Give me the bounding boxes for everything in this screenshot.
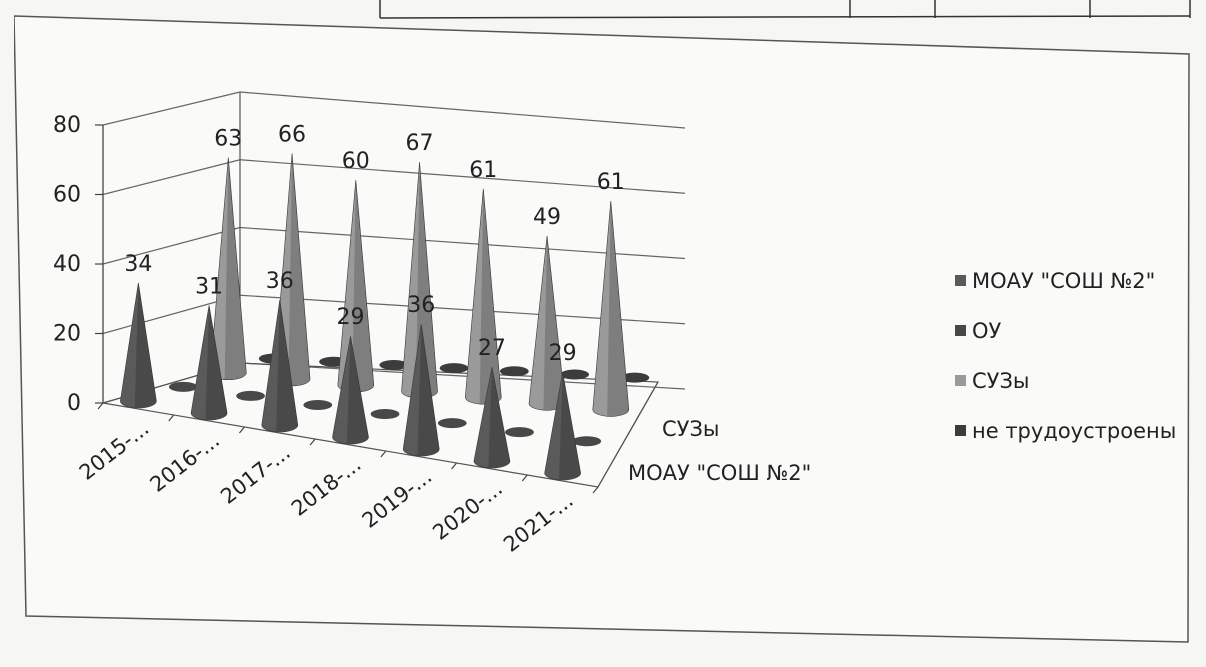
cone-mark bbox=[437, 418, 467, 429]
cone-shade bbox=[346, 336, 369, 444]
data-label: 67 bbox=[406, 131, 434, 156]
cone-mark bbox=[379, 359, 409, 370]
cone-mark bbox=[560, 369, 590, 380]
cone-mark bbox=[499, 366, 529, 377]
y-tick-label: 60 bbox=[53, 183, 81, 208]
side-gridline bbox=[102, 91, 241, 126]
data-label: 49 bbox=[533, 205, 561, 230]
legend-item: не трудоустроены bbox=[955, 418, 1176, 443]
x-tick bbox=[238, 426, 245, 434]
cone-mark bbox=[620, 372, 650, 383]
back-gridline bbox=[239, 226, 686, 260]
cone-mark bbox=[236, 390, 265, 401]
data-label: 66 bbox=[278, 122, 306, 147]
data-label: 31 bbox=[195, 274, 223, 299]
cone-mark bbox=[190, 305, 228, 421]
cone-mark bbox=[261, 299, 299, 433]
legend-swatch bbox=[955, 375, 966, 386]
legend-item: МОАУ "СОШ №2" bbox=[955, 268, 1176, 293]
x-tick-label: 2015-... bbox=[75, 416, 154, 485]
y-tick-label: 20 bbox=[53, 322, 81, 347]
cone-mark bbox=[473, 367, 511, 469]
cone-shade bbox=[607, 201, 629, 416]
x-tick bbox=[380, 450, 387, 458]
legend-label: не трудоустроены bbox=[972, 418, 1177, 443]
legend-swatch bbox=[955, 275, 966, 286]
cone-shade bbox=[134, 282, 157, 408]
x-tick-label: 2017-... bbox=[216, 440, 295, 509]
data-label: 60 bbox=[342, 149, 370, 174]
cone-mark bbox=[572, 436, 602, 447]
cone-shade bbox=[205, 305, 228, 420]
x-tick-label: 2016-... bbox=[146, 428, 225, 497]
data-label: 36 bbox=[407, 293, 435, 318]
data-label: 63 bbox=[214, 126, 242, 151]
cone-mark bbox=[544, 372, 581, 481]
cone-shade bbox=[276, 299, 298, 432]
x-tick-label: 2019-... bbox=[358, 464, 437, 533]
x-tick bbox=[309, 438, 316, 446]
data-label: 29 bbox=[549, 341, 577, 366]
cone-mark bbox=[370, 409, 400, 420]
legend-item: СУЗы bbox=[955, 368, 1176, 393]
legend: МОАУ "СОШ №2" ОУ СУЗы не трудоустроены bbox=[955, 268, 1176, 468]
y-tick-label: 40 bbox=[53, 252, 81, 277]
data-label: 61 bbox=[469, 158, 497, 183]
data-label: 61 bbox=[597, 170, 625, 195]
x-tick bbox=[451, 462, 458, 470]
x-tick-label: 2018-... bbox=[287, 452, 366, 521]
y-tick-label: 0 bbox=[67, 391, 81, 416]
cone-shade bbox=[559, 372, 581, 480]
cone-shade bbox=[224, 157, 247, 380]
cone-mark bbox=[439, 363, 469, 374]
data-label: 27 bbox=[478, 336, 506, 361]
legend-label: ОУ bbox=[972, 318, 1002, 343]
table-fragment bbox=[379, 0, 1191, 19]
cone-mark bbox=[168, 381, 198, 392]
depth-axis-label: СУЗы bbox=[662, 417, 720, 441]
cone-shade bbox=[417, 323, 440, 456]
legend-item: ОУ bbox=[955, 318, 1176, 343]
x-tick bbox=[168, 414, 175, 422]
cone-shade bbox=[352, 179, 374, 392]
cone-mark bbox=[402, 323, 440, 457]
cone-shade bbox=[479, 188, 502, 404]
back-gridline bbox=[239, 159, 686, 194]
cone-mark bbox=[120, 282, 157, 409]
cone-shade bbox=[288, 153, 311, 386]
x-tick bbox=[592, 486, 599, 494]
data-label: 29 bbox=[337, 305, 365, 330]
side-gridline bbox=[102, 159, 241, 196]
depth-axis-label: МОАУ "СОШ №2" bbox=[628, 461, 811, 485]
cone-mark bbox=[332, 336, 369, 445]
data-label: 34 bbox=[124, 252, 152, 277]
legend-label: СУЗы bbox=[972, 368, 1030, 393]
data-label: 36 bbox=[266, 269, 294, 294]
back-gridline bbox=[239, 91, 686, 129]
depth-axis bbox=[597, 381, 659, 488]
cone-mark bbox=[505, 427, 534, 438]
legend-swatch bbox=[955, 325, 966, 336]
x-tick-label: 2020-... bbox=[428, 476, 507, 545]
y-tick-label: 80 bbox=[53, 113, 81, 138]
x-tick-label: 2021-... bbox=[499, 488, 578, 557]
side-gridline bbox=[102, 226, 241, 265]
legend-label: МОАУ "СОШ №2" bbox=[972, 268, 1156, 293]
cone-shade bbox=[488, 367, 510, 468]
legend-swatch bbox=[955, 425, 966, 436]
x-tick bbox=[97, 402, 104, 410]
cone-shade bbox=[543, 235, 566, 410]
x-tick bbox=[521, 474, 528, 482]
cone-mark bbox=[303, 399, 333, 410]
cone-mark bbox=[592, 200, 630, 417]
